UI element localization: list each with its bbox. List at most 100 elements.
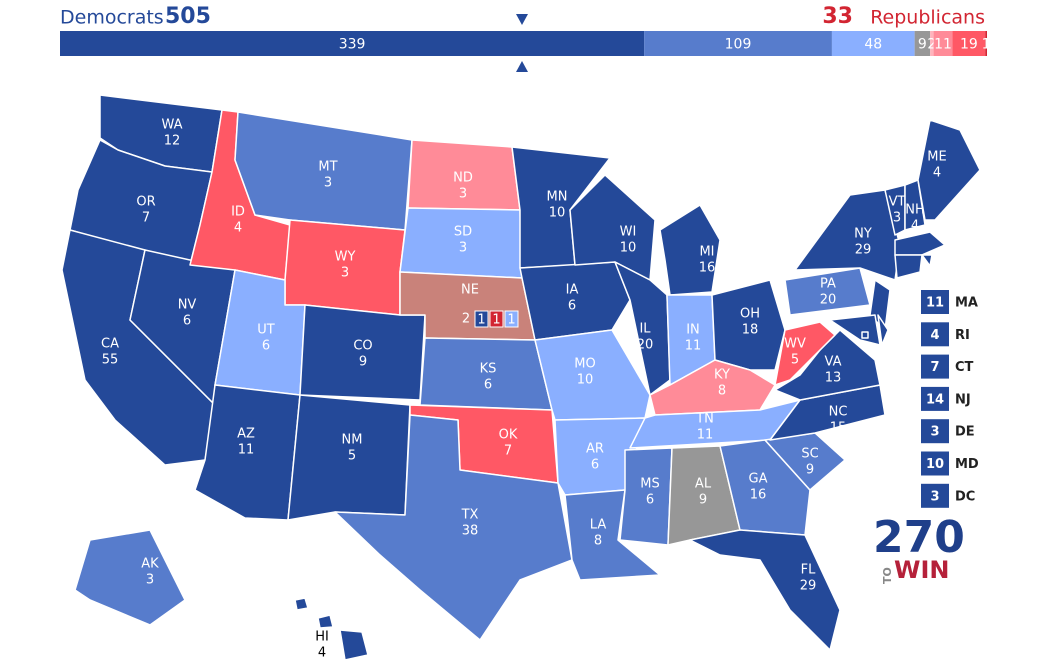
district-votes: 1 — [507, 313, 515, 328]
district-box — [504, 310, 519, 328]
state-votes: 4 — [318, 646, 326, 661]
state-abbr: MA — [955, 296, 978, 311]
state: MT3 — [234, 111, 413, 231]
state-votes: 6 — [484, 378, 492, 393]
state-abbr: SD — [454, 225, 472, 240]
state-votes: 7 — [504, 444, 512, 459]
state: SD3 — [399, 207, 523, 279]
state-abbr: WA — [161, 118, 182, 133]
state-votes: 10 — [577, 373, 594, 388]
state-votes: 11 — [685, 339, 702, 354]
state-shape — [784, 267, 871, 316]
state-votes: 29 — [800, 579, 817, 594]
state-votes: 38 — [462, 524, 479, 539]
bar-label: 19 — [960, 37, 978, 53]
state-votes: 7 — [930, 360, 939, 375]
bar-segment — [60, 31, 645, 56]
state-shape — [317, 614, 334, 629]
bar-label: 11 — [934, 37, 952, 53]
state-votes: 9 — [699, 493, 707, 508]
state-votes: 3 — [930, 489, 939, 504]
state-votes: 3 — [324, 176, 332, 191]
state-abbr: DC — [955, 489, 975, 504]
state-votes: 6 — [646, 493, 654, 508]
state-votes: 9 — [806, 463, 814, 478]
state-votes: 11 — [926, 296, 944, 311]
state-shape — [719, 439, 811, 536]
district-votes: 1 — [492, 313, 500, 328]
state-abbr: TX — [461, 508, 479, 523]
state-votes: 10 — [549, 206, 566, 221]
state-abbr: AR — [586, 442, 604, 457]
state-abbr: MS — [640, 477, 659, 492]
bar-segment — [930, 31, 934, 56]
state: VT3 — [884, 184, 906, 236]
state-abbr: OR — [136, 195, 155, 210]
district-box — [474, 310, 489, 328]
state: WY3 — [284, 219, 406, 316]
state: 4 RI — [921, 254, 970, 347]
state-shape — [917, 119, 981, 221]
state-abbr: MN — [547, 190, 568, 205]
state-shape — [774, 329, 881, 401]
state: CO9 — [299, 304, 426, 401]
bar-segment — [914, 31, 931, 56]
state-shape — [769, 384, 886, 441]
state-abbr: IN — [686, 323, 700, 338]
state-votes: 3 — [341, 266, 349, 281]
state-votes: 4 — [933, 166, 941, 181]
state-abbr: MT — [318, 160, 337, 175]
bar-label: 339 — [339, 37, 366, 53]
state-abbr: CA — [101, 337, 119, 352]
district-box — [489, 310, 504, 328]
state: ND3 — [407, 139, 521, 211]
state-shape — [774, 321, 836, 386]
state-votes: 7 — [142, 211, 150, 226]
state-votes: 5 — [791, 353, 799, 368]
state-shape — [659, 204, 721, 296]
state-abbr: UT — [257, 323, 275, 338]
callout-box — [921, 322, 949, 347]
state-abbr: VA — [825, 355, 842, 370]
state-abbr: WV — [784, 337, 806, 352]
state-votes: 3 — [893, 211, 901, 226]
state-abbr: KY — [714, 368, 730, 383]
state-votes: 13 — [825, 371, 842, 386]
state-shape — [294, 597, 309, 611]
state-votes: 4 — [930, 328, 939, 343]
state-abbr: ME — [927, 150, 946, 165]
state-abbr: NM — [342, 433, 363, 448]
state: KS6 — [419, 337, 553, 411]
state-shape — [894, 254, 923, 279]
state-votes: 16 — [750, 488, 767, 503]
state: ME4 — [917, 119, 981, 221]
state-votes: 8 — [594, 534, 602, 549]
state-votes: 6 — [568, 299, 576, 314]
state-shape — [877, 314, 889, 346]
state: 11 MA — [894, 231, 978, 314]
state-abbr: NV — [178, 298, 197, 313]
state-votes: 4 — [911, 219, 919, 234]
bar-segment — [952, 31, 986, 56]
state-votes: 18 — [742, 323, 759, 338]
state-votes: 3 — [930, 425, 939, 440]
state: 7 CT — [894, 254, 974, 379]
state-abbr: GA — [749, 472, 768, 487]
logo-small: TO — [881, 567, 894, 584]
state: 14 NJ — [869, 279, 971, 411]
state-abbr: HI — [315, 630, 329, 645]
state-abbr: MI — [699, 245, 714, 260]
callout-box — [921, 483, 949, 508]
callout-box — [921, 386, 949, 411]
state: 3 DC — [861, 331, 975, 508]
state-abbr: WI — [620, 225, 637, 240]
state-votes: 10 — [926, 457, 944, 472]
state: IA6 — [519, 261, 631, 341]
